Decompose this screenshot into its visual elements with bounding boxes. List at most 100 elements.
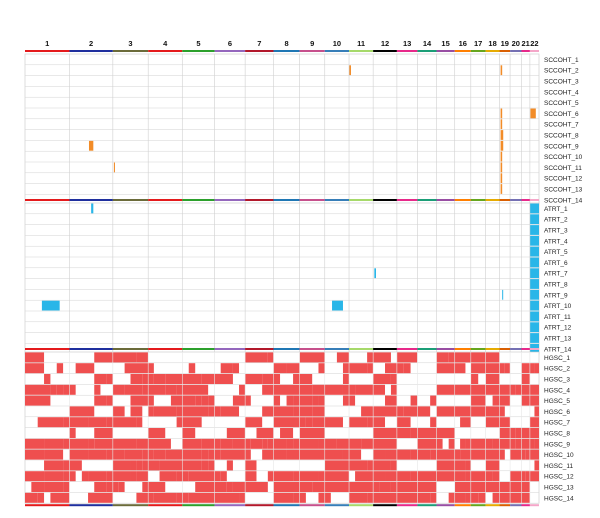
cnv-segment-hgsc-10-chr5 <box>201 449 209 460</box>
cnv-segment-hgsc-14-chr15 <box>448 492 455 503</box>
cnv-segment-hgsc-10-chr21 <box>521 449 526 460</box>
cnv-segment-hgsc-4-chr7 <box>262 384 274 395</box>
cnv-segment-hgsc-4-chr3 <box>142 384 149 395</box>
chromosome-bar-bottom-14 <box>417 504 437 507</box>
cnv-segment-hgsc-9-chr2 <box>69 438 89 449</box>
cnv-segment-hgsc-14-chr11 <box>349 492 368 503</box>
cnv-segment-hgsc-13-chr12 <box>373 482 380 492</box>
cnv-segment-hgsc-2-chr5 <box>188 363 196 374</box>
cnv-segment-hgsc-11-chr11 <box>349 460 368 471</box>
cnv-segment-hgsc-13-chr3 <box>118 482 125 492</box>
sample-label-sccoht_9: SCCOHT_9 <box>544 143 579 150</box>
cnv-segment-hgsc-14-chr4 <box>153 492 177 503</box>
cnv-segment-hgsc-10-chr6 <box>220 449 246 460</box>
cnv-segment-hgsc-7-chr12 <box>373 417 386 428</box>
sample-label-sccoht_6: SCCOHT_6 <box>544 111 579 118</box>
cnv-segment-hgsc-14-chr1 <box>37 492 45 503</box>
cnv-segment-hgsc-1-chr16 <box>454 352 471 363</box>
cnv-segment-hgsc-4-chr18 <box>485 384 500 395</box>
cnv-segment-hgsc-4-chr10 <box>324 384 343 395</box>
cnv-segment-hgsc-6-chr8 <box>273 406 294 417</box>
cnv-segment-hgsc-14-chr5 <box>188 492 215 503</box>
cnv-segment-hgsc-5-chr9 <box>312 395 319 406</box>
cnv-segment-atrt-7-chr22 <box>529 268 539 279</box>
cnv-segment-hgsc-10-chr7 <box>262 449 274 460</box>
cnv-segment-hgsc-2-chr9 <box>318 363 325 374</box>
cnv-segment-hgsc-6-chr7 <box>262 406 274 417</box>
cnv-segment-hgsc-6-chr5 <box>208 406 215 417</box>
chromosome-bar-sccoht-7 <box>245 50 274 52</box>
cnv-segment-sccoht-12-chr19 <box>500 173 503 184</box>
chromosome-bar-sccoht-13 <box>396 50 418 52</box>
chromosome-bar-sccoht-21 <box>521 50 530 52</box>
cnv-segment-hgsc-12-chr14 <box>417 471 437 482</box>
chromosome-bar-bottom-2 <box>69 504 113 507</box>
cnv-segment-hgsc-14-chr16 <box>454 492 466 503</box>
cnv-segment-hgsc-9-chr10 <box>336 438 350 449</box>
cnv-segment-hgsc-10-chr12 <box>385 449 397 460</box>
cnv-segment-hgsc-4-chr9 <box>299 384 313 395</box>
cnv-segment-hgsc-14-chr8 <box>293 492 300 503</box>
cnv-segment-hgsc-10-chr15 <box>436 449 455 460</box>
cnv-segment-hgsc-10-chr10 <box>342 449 350 460</box>
cnv-segment-hgsc-4-chr9 <box>312 384 325 395</box>
cnv-segment-hgsc-13-chr7 <box>245 482 268 492</box>
cnv-segment-hgsc-11-chr4 <box>159 460 183 471</box>
cnv-segment-hgsc-11-chr16 <box>454 460 466 471</box>
cnv-segment-hgsc-10-chr3 <box>112 449 125 460</box>
cnv-segment-hgsc-2-chr22 <box>529 363 535 374</box>
sample-label-sccoht_3: SCCOHT_3 <box>544 79 579 86</box>
cnv-segment-hgsc-8-chr6 <box>226 428 246 438</box>
cnv-segment-hgsc-9-chr14 <box>417 438 437 449</box>
cnv-segment-hgsc-6-chr12 <box>373 406 397 417</box>
cnv-segment-hgsc-5-chr5 <box>201 395 209 406</box>
chromosome-bar-atrt-10 <box>324 199 350 201</box>
chromosome-bar-atrt-2 <box>69 199 113 201</box>
sample-label-sccoht_8: SCCOHT_8 <box>544 133 579 140</box>
cnv-segment-hgsc-9-chr7 <box>250 438 263 449</box>
cnv-segment-hgsc-4-chr4 <box>148 384 166 395</box>
chromosome-bar-bottom-4 <box>148 504 183 507</box>
cnv-segment-hgsc-14-chr4 <box>176 492 183 503</box>
cnv-segment-hgsc-1-chr11 <box>367 352 374 363</box>
cnv-segment-hgsc-10-chr19 <box>499 449 505 460</box>
cnv-segment-hgsc-6-chr2 <box>69 406 95 417</box>
cnv-segment-hgsc-7-chr2 <box>88 417 107 428</box>
cnv-segment-hgsc-12-chr9 <box>318 471 325 482</box>
cnv-segment-hgsc-11-chr16 <box>465 460 471 471</box>
cnv-segment-hgsc-2-chr1 <box>56 363 64 374</box>
cnv-segment-hgsc-12-chr9 <box>299 471 319 482</box>
cnv-segment-hgsc-14-chr20 <box>510 492 522 503</box>
chromosome-label-14: 14 <box>423 39 432 48</box>
chromosome-bar-sccoht-18 <box>485 50 500 52</box>
cnv-segment-hgsc-7-chr10 <box>324 417 343 428</box>
cnv-segment-hgsc-10-chr5 <box>208 449 215 460</box>
cnv-segment-hgsc-14-chr1 <box>25 492 38 503</box>
chromosome-bar-sccoht-19 <box>499 50 511 52</box>
sample-label-hgsc_9: HGSC_9 <box>544 441 570 448</box>
cnv-segment-hgsc-13-chr2 <box>106 482 113 492</box>
cnv-segment-hgsc-1-chr15 <box>436 352 449 363</box>
cnv-segment-hgsc-5-chr4 <box>170 395 183 406</box>
cnv-segment-hgsc-3-chr21 <box>521 374 530 384</box>
cnv-segment-hgsc-1-chr1 <box>25 352 45 363</box>
cnv-segment-hgsc-14-chr1 <box>50 492 70 503</box>
cnv-segment-hgsc-3-chr2 <box>94 374 107 384</box>
cnv-segment-hgsc-2-chr11 <box>349 363 368 374</box>
cnv-segment-sccoht-6-chr22 <box>530 108 536 119</box>
cnv-segment-hgsc-4-chr11 <box>355 384 374 395</box>
sample-label-hgsc_4: HGSC_4 <box>544 387 570 394</box>
cnv-segment-hgsc-12-chr7 <box>245 471 257 482</box>
cnv-segment-hgsc-2-chr8 <box>273 363 287 374</box>
cnv-segment-hgsc-12-chr2 <box>81 471 89 482</box>
chromosome-label-12: 12 <box>381 39 389 48</box>
cnv-segment-hgsc-4-chr6 <box>239 384 246 395</box>
cnv-segment-hgsc-9-chr1 <box>63 438 70 449</box>
cnv-segment-hgsc-2-chr18 <box>485 363 500 374</box>
cnv-segment-hgsc-12-chr17 <box>470 471 486 482</box>
cnv-segment-hgsc-4-chr22 <box>529 384 539 395</box>
cnv-segment-hgsc-9-chr3 <box>112 438 137 449</box>
cnv-segment-hgsc-8-chr5 <box>182 428 196 438</box>
cnv-segment-hgsc-7-chr9 <box>299 417 306 428</box>
chromosome-bar-atrt-12 <box>373 199 397 201</box>
